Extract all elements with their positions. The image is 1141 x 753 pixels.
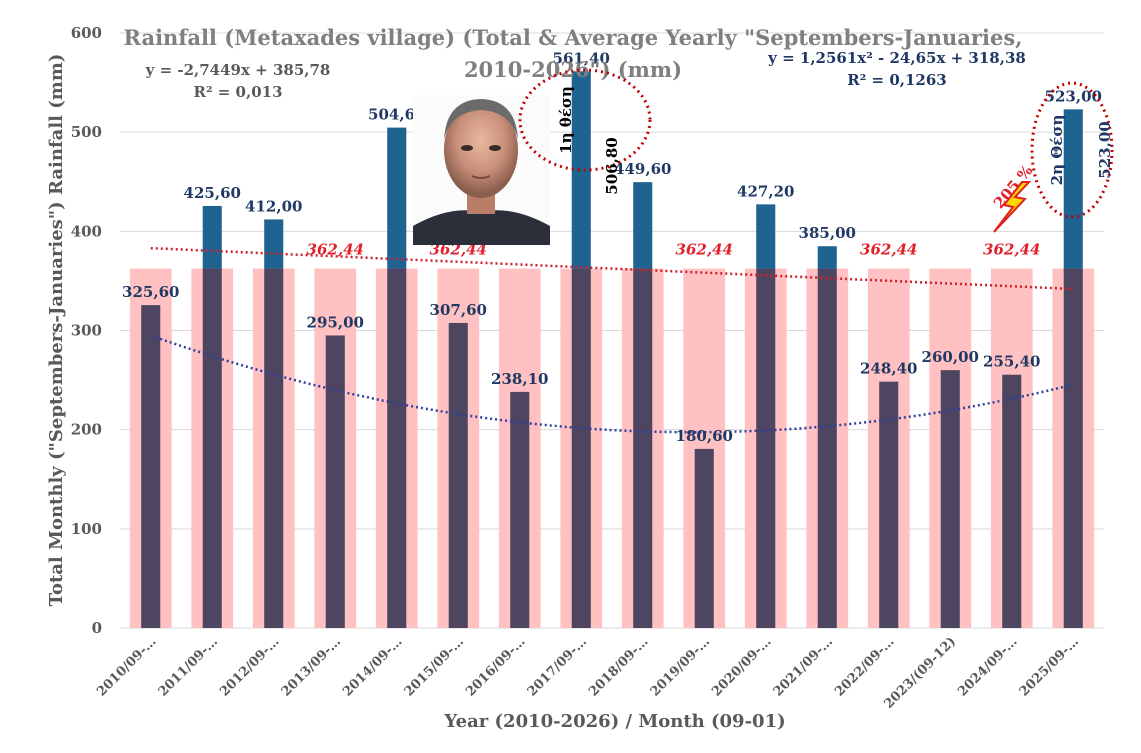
portrait-photo [413,95,550,245]
y-tick-label: 0 [92,619,102,637]
rainfall-bar [817,268,837,628]
linear-trendline [150,246,1074,291]
rainfall-bar-above-average [202,205,222,269]
linear-trend-equation: y = -2,7449x + 385,78 [145,61,331,79]
rainfall-bar-above-average [817,246,837,269]
average-label: 362,44 [860,241,917,259]
data-label: 425,60 [184,184,241,202]
first-place-circle [518,68,652,172]
rainfall-bar-above-average [264,219,284,269]
rainfall-bar [879,381,899,628]
poly-trend-r2: R² = 0,1263 [847,71,946,89]
rainfall-bar-above-average [1063,109,1083,269]
data-label: 238,10 [491,370,548,388]
rainfall-bar [264,268,284,628]
polynomial-trendline [150,334,1074,434]
rainfall-bar-above-average [571,71,591,269]
rainfall-bar [940,370,960,628]
data-label: 427,20 [737,182,794,200]
rainfall-bar-above-average [387,127,407,269]
rainfall-bar [1063,268,1083,628]
y-tick-label: 400 [71,222,102,240]
data-label: 412,00 [245,197,302,215]
data-label: 523,00 [1045,87,1102,105]
rainfall-bar [571,268,591,628]
x-axis-title: Year (2010-2026) / Month (09-01) [443,711,785,732]
y-axis-ticks: 0 100 200 300 400 500 600 [71,24,102,637]
rainfall-bar [325,335,345,628]
rainfall-bar [510,391,530,628]
data-label: 248,40 [860,360,917,378]
trendlines [150,246,1074,434]
y-tick-label: 600 [71,24,102,42]
poly-trend-equation: y = 1,2561x² - 24,65x + 318,38 [767,49,1026,67]
linear-trend-r2: R² = 0,013 [193,83,282,101]
data-label: 307,60 [430,301,487,319]
data-label: 449,60 [614,160,671,178]
average-label: 362,44 [307,241,364,259]
lightning-icon [993,181,1032,233]
y-tick-label: 300 [71,322,102,340]
data-label: 255,40 [983,353,1040,371]
average-label: 362,44 [430,241,487,259]
chart-title-line-1: Rainfall (Metaxades village) (Total & Av… [124,25,1023,50]
rainfall-bar [1002,374,1022,628]
rainfall-bar [141,305,161,628]
data-label: 561,40 [553,49,610,67]
rainfall-bar [448,322,468,628]
rainfall-bar-above-average [633,182,653,269]
first-place-label: 1η θέση [557,86,575,154]
data-label: 180,60 [676,427,733,445]
y-tick-label: 200 [71,421,102,439]
first-place-value-label: 506,80 [603,137,621,194]
y-axis-title: Total Monthly ("Septembers-Januaries") R… [46,54,67,607]
rainfall-bar [694,448,714,628]
y-tick-label: 500 [71,123,102,141]
rainfall-bar [202,268,222,628]
rainfall-bar [756,268,776,628]
second-place-value-label: 523,00 [1096,121,1114,178]
rainfall-bar-above-average [756,204,776,269]
data-label: 260,00 [922,348,979,366]
data-label: 325,60 [122,283,179,301]
data-label: 385,00 [799,224,856,242]
rainfall-bars [141,71,1083,628]
y-tick-label: 100 [71,520,102,538]
data-label: 504,60 [368,106,425,124]
rainfall-bar [387,268,407,628]
second-place-circle [1030,81,1114,219]
data-label: 295,00 [307,313,364,331]
rainfall-bar [633,268,653,628]
average-label: 362,44 [676,241,733,259]
second-place-label: 2η Θέση [1048,115,1066,186]
average-label: 362,44 [983,241,1040,259]
